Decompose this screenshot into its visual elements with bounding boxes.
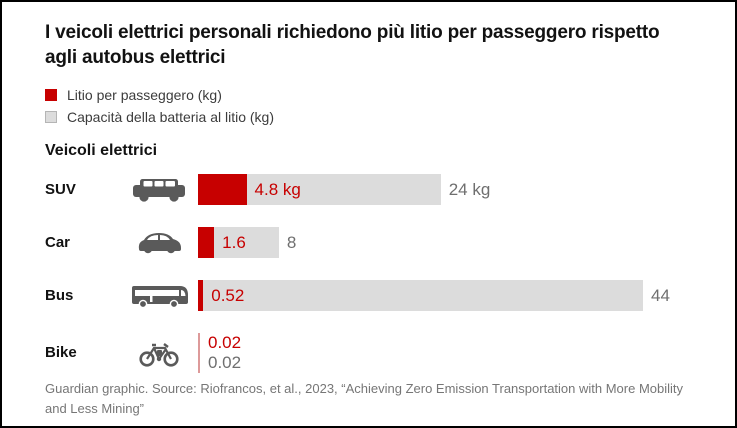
tiny-labels: 0.02 0.02 [208, 333, 241, 373]
bike-icon [120, 339, 198, 367]
lithium-swatch-icon [45, 88, 57, 101]
capacity-value: 44 [651, 285, 670, 305]
lithium-value: 1.6 [222, 232, 246, 252]
bar-track: 1.6 8 [198, 226, 692, 258]
legend-item-capacity: Capacità della batteria al litio (kg) [45, 106, 692, 128]
car-icon [120, 229, 198, 255]
chart-row-bike: Bike 0.02 0.02 [45, 332, 692, 373]
source-note: Guardian graphic. Source: Riofrancos, et… [45, 380, 684, 416]
suv-icon [120, 176, 198, 203]
row-label: SUV [45, 180, 76, 198]
chart-row-bus: Bus 0.52 44 [45, 279, 692, 311]
capacity-value: 8 [286, 232, 297, 252]
lithium-bar [198, 173, 247, 205]
legend-label-capacity: Capacità della batteria al litio (kg) [67, 108, 274, 125]
tiny-bar-line [198, 332, 200, 373]
row-label: Car [45, 233, 71, 251]
legend-item-lithium: Litio per passeggero (kg) [45, 84, 692, 106]
row-label: Bus [45, 286, 74, 304]
capacity-value: 24 kg [448, 179, 491, 199]
lithium-bar [198, 226, 215, 258]
lithium-value: 4.8 kg [254, 179, 301, 199]
bar-track: 4.8 kg 24 kg [198, 173, 692, 205]
capacity-value: 0.02 [208, 352, 242, 372]
legend-label-lithium: Litio per passeggero (kg) [67, 86, 222, 103]
chart-row-car: Car 1.6 8 [45, 226, 692, 258]
lithium-value: 0.02 [208, 332, 242, 352]
capacity-swatch-icon [45, 110, 57, 123]
lithium-bar [198, 279, 204, 311]
section-label: Veicoli elettrici [45, 141, 158, 159]
bus-icon [120, 282, 198, 309]
bar-track: 0.52 44 [198, 279, 692, 311]
chart-rows: SUV 4.8 kg 24 kg [45, 173, 692, 373]
chart-row-suv: SUV 4.8 kg 24 kg [45, 173, 692, 205]
legend: Litio per passeggero (kg) Capacità della… [45, 84, 692, 128]
row-label: Bike [45, 344, 77, 362]
chart-title: I veicoli elettrici personali richiedono… [45, 22, 660, 69]
lithium-value: 0.52 [211, 285, 245, 305]
capacity-bar [198, 279, 643, 311]
bar-track: 0.02 0.02 [198, 332, 692, 373]
